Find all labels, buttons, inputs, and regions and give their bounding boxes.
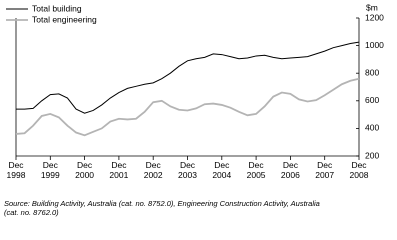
x-tick-label: Dec 2002 bbox=[143, 160, 163, 180]
y-tick-label: 400 bbox=[365, 123, 379, 133]
chart: $m 200 400 600 800 1000 1200 Total buildingTot… bbox=[6, 2, 384, 160]
x-tick-label: Dec 2001 bbox=[109, 160, 129, 180]
y-tick-label: 600 bbox=[365, 95, 379, 105]
y-tick-label: 800 bbox=[365, 67, 379, 77]
x-tick-label: Dec 1998 bbox=[6, 160, 26, 180]
y-tick-label: 200 bbox=[365, 150, 379, 160]
series-line bbox=[16, 41, 360, 114]
source-note: Source: Building Activity, Australia (ca… bbox=[4, 199, 320, 217]
series-line bbox=[15, 77, 360, 137]
x-tick-label: Dec 2006 bbox=[280, 160, 300, 180]
y-tick-label: 1000 bbox=[365, 40, 384, 50]
x-tick-label: Dec 1999 bbox=[40, 160, 60, 180]
x-tick-label: Dec 2007 bbox=[315, 160, 335, 180]
x-tick-label: Dec 2005 bbox=[246, 160, 266, 180]
x-tick-label: Dec 2003 bbox=[178, 160, 197, 180]
x-tick-label: Dec 2004 bbox=[212, 160, 232, 180]
x-tick-label: Dec 2000 bbox=[75, 160, 95, 180]
chart-page: $m 200 400 600 800 1000 1200 Total building Tot… bbox=[4, 2, 384, 217]
x-tick-label: Dec 2008 bbox=[349, 160, 369, 180]
legend-label: Total building bbox=[32, 3, 82, 13]
y-unit-label: $m bbox=[366, 2, 378, 12]
legend-label: Total engineering bbox=[32, 14, 97, 24]
y-tick-label: 1200 bbox=[365, 12, 384, 22]
